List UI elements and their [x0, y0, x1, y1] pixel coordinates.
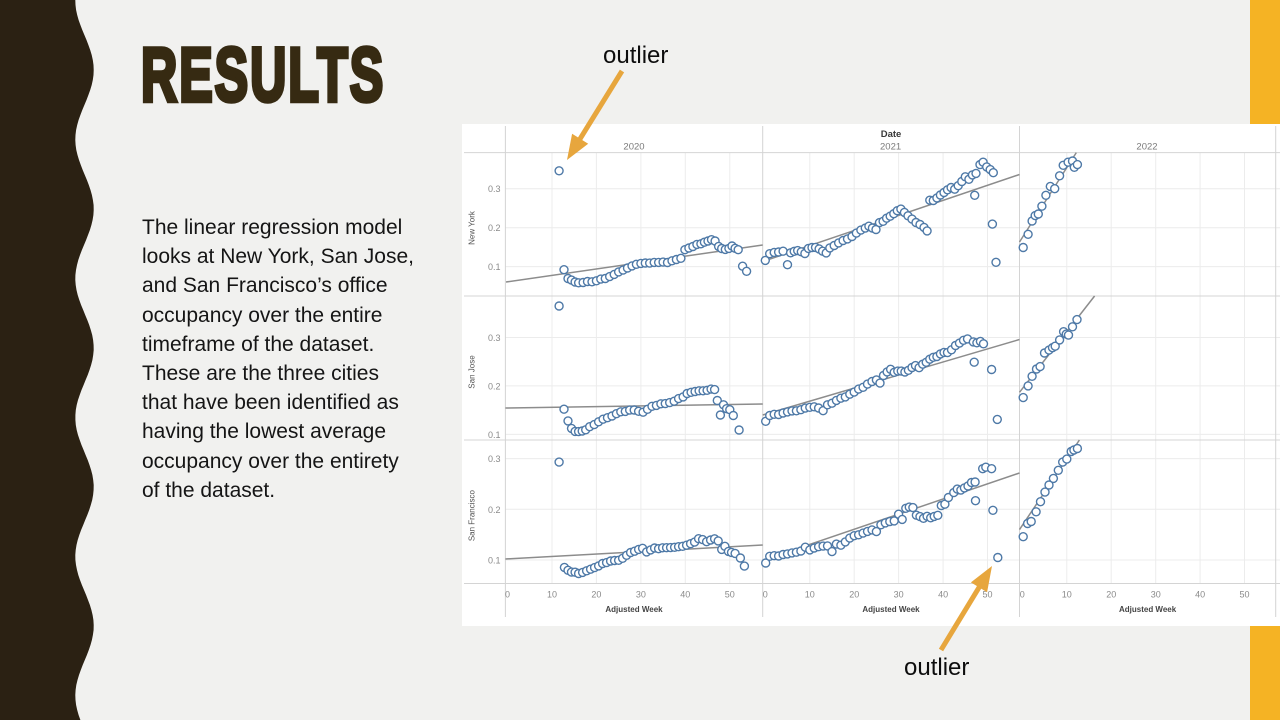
- svg-text:10: 10: [547, 590, 557, 600]
- svg-text:Adjusted Week: Adjusted Week: [1119, 605, 1177, 614]
- svg-text:30: 30: [1151, 590, 1161, 600]
- svg-text:2021: 2021: [880, 142, 901, 153]
- svg-text:San Francisco: San Francisco: [468, 489, 477, 541]
- svg-text:0: 0: [763, 590, 768, 600]
- svg-text:0.1: 0.1: [488, 262, 501, 272]
- svg-text:50: 50: [982, 590, 992, 600]
- svg-text:30: 30: [636, 590, 646, 600]
- svg-text:40: 40: [1195, 590, 1205, 600]
- svg-text:10: 10: [1062, 590, 1072, 600]
- svg-text:20: 20: [591, 590, 601, 600]
- svg-text:0.2: 0.2: [488, 381, 501, 391]
- svg-text:40: 40: [938, 590, 948, 600]
- svg-text:0.2: 0.2: [488, 505, 501, 515]
- svg-text:0.3: 0.3: [488, 333, 501, 343]
- svg-text:0.3: 0.3: [488, 454, 501, 464]
- svg-text:Date: Date: [881, 129, 902, 140]
- svg-text:50: 50: [725, 590, 735, 600]
- svg-text:2020: 2020: [623, 142, 644, 153]
- svg-text:30: 30: [894, 590, 904, 600]
- svg-text:New York: New York: [468, 210, 477, 245]
- svg-text:San Jose: San Jose: [468, 355, 477, 389]
- svg-text:40: 40: [680, 590, 690, 600]
- svg-text:20: 20: [849, 590, 859, 600]
- svg-text:0.3: 0.3: [488, 184, 501, 194]
- svg-text:Adjusted Week: Adjusted Week: [862, 605, 920, 614]
- svg-text:0.1: 0.1: [488, 556, 501, 566]
- svg-text:50: 50: [1239, 590, 1249, 600]
- svg-text:0.1: 0.1: [488, 430, 501, 440]
- svg-text:2022: 2022: [1136, 142, 1157, 153]
- svg-text:0: 0: [1020, 590, 1025, 600]
- svg-text:0.2: 0.2: [488, 223, 501, 233]
- svg-text:0: 0: [505, 590, 510, 600]
- svg-text:20: 20: [1106, 590, 1116, 600]
- svg-text:10: 10: [805, 590, 815, 600]
- svg-text:Adjusted Week: Adjusted Week: [605, 605, 663, 614]
